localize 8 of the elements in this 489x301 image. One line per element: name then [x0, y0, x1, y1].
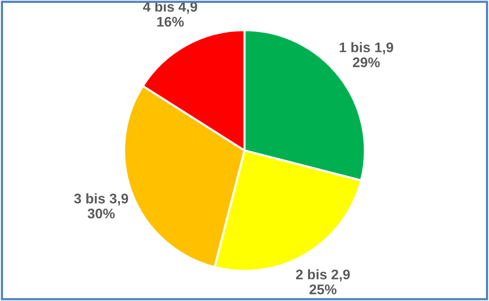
slice-label: 3 bis 3,9: [74, 193, 128, 206]
slice-label: 2 bis 2,9: [296, 269, 350, 282]
slice-label: 1 bis 1,9: [340, 42, 394, 54]
data-label: 16%: [157, 16, 184, 27]
data-label: 25%: [310, 284, 336, 294]
slice-label: 4 bis 4,9: [143, 1, 198, 14]
data-label: 29%: [352, 57, 380, 68]
data-label: 30%: [88, 208, 115, 218]
